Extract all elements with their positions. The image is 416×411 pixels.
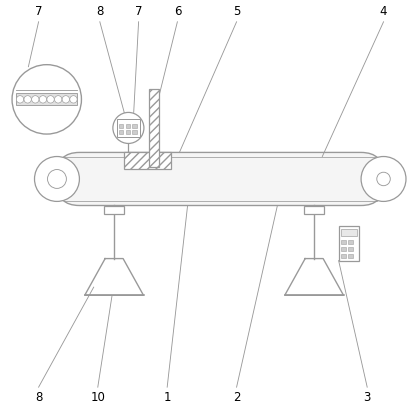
Circle shape bbox=[62, 96, 69, 103]
Bar bbox=[104, 206, 124, 214]
Circle shape bbox=[113, 113, 144, 143]
Bar bbox=[126, 130, 130, 134]
Circle shape bbox=[54, 96, 62, 103]
Text: 8: 8 bbox=[96, 5, 104, 18]
Bar bbox=[339, 226, 359, 261]
Bar bbox=[132, 124, 136, 128]
Bar bbox=[349, 247, 353, 251]
Bar bbox=[304, 206, 324, 214]
Text: 3: 3 bbox=[364, 391, 371, 404]
Circle shape bbox=[47, 96, 54, 103]
Bar bbox=[149, 89, 159, 167]
Bar bbox=[119, 124, 124, 128]
Bar bbox=[16, 93, 77, 106]
Circle shape bbox=[16, 96, 24, 103]
Bar bbox=[349, 254, 353, 258]
Circle shape bbox=[361, 157, 406, 201]
Text: 1: 1 bbox=[163, 391, 171, 404]
Bar bbox=[117, 119, 140, 137]
Text: 2: 2 bbox=[233, 391, 240, 404]
Text: 10: 10 bbox=[90, 391, 105, 404]
Text: 6: 6 bbox=[173, 5, 181, 18]
Circle shape bbox=[377, 172, 390, 186]
Text: 7: 7 bbox=[135, 5, 142, 18]
Circle shape bbox=[32, 96, 39, 103]
Text: 7: 7 bbox=[35, 5, 42, 18]
Bar bbox=[126, 124, 130, 128]
Circle shape bbox=[24, 96, 31, 103]
FancyBboxPatch shape bbox=[57, 152, 384, 206]
Bar bbox=[341, 240, 346, 244]
Bar bbox=[341, 229, 357, 236]
Text: 4: 4 bbox=[380, 5, 387, 18]
Circle shape bbox=[39, 96, 47, 103]
Bar bbox=[132, 130, 136, 134]
Circle shape bbox=[70, 96, 77, 103]
Bar bbox=[124, 152, 171, 169]
Bar bbox=[341, 254, 346, 258]
Circle shape bbox=[35, 157, 79, 201]
Text: 8: 8 bbox=[35, 391, 42, 404]
Circle shape bbox=[47, 169, 67, 188]
Circle shape bbox=[12, 65, 82, 134]
Bar bbox=[119, 130, 124, 134]
Text: 5: 5 bbox=[233, 5, 240, 18]
Bar bbox=[349, 240, 353, 244]
Bar bbox=[341, 247, 346, 251]
